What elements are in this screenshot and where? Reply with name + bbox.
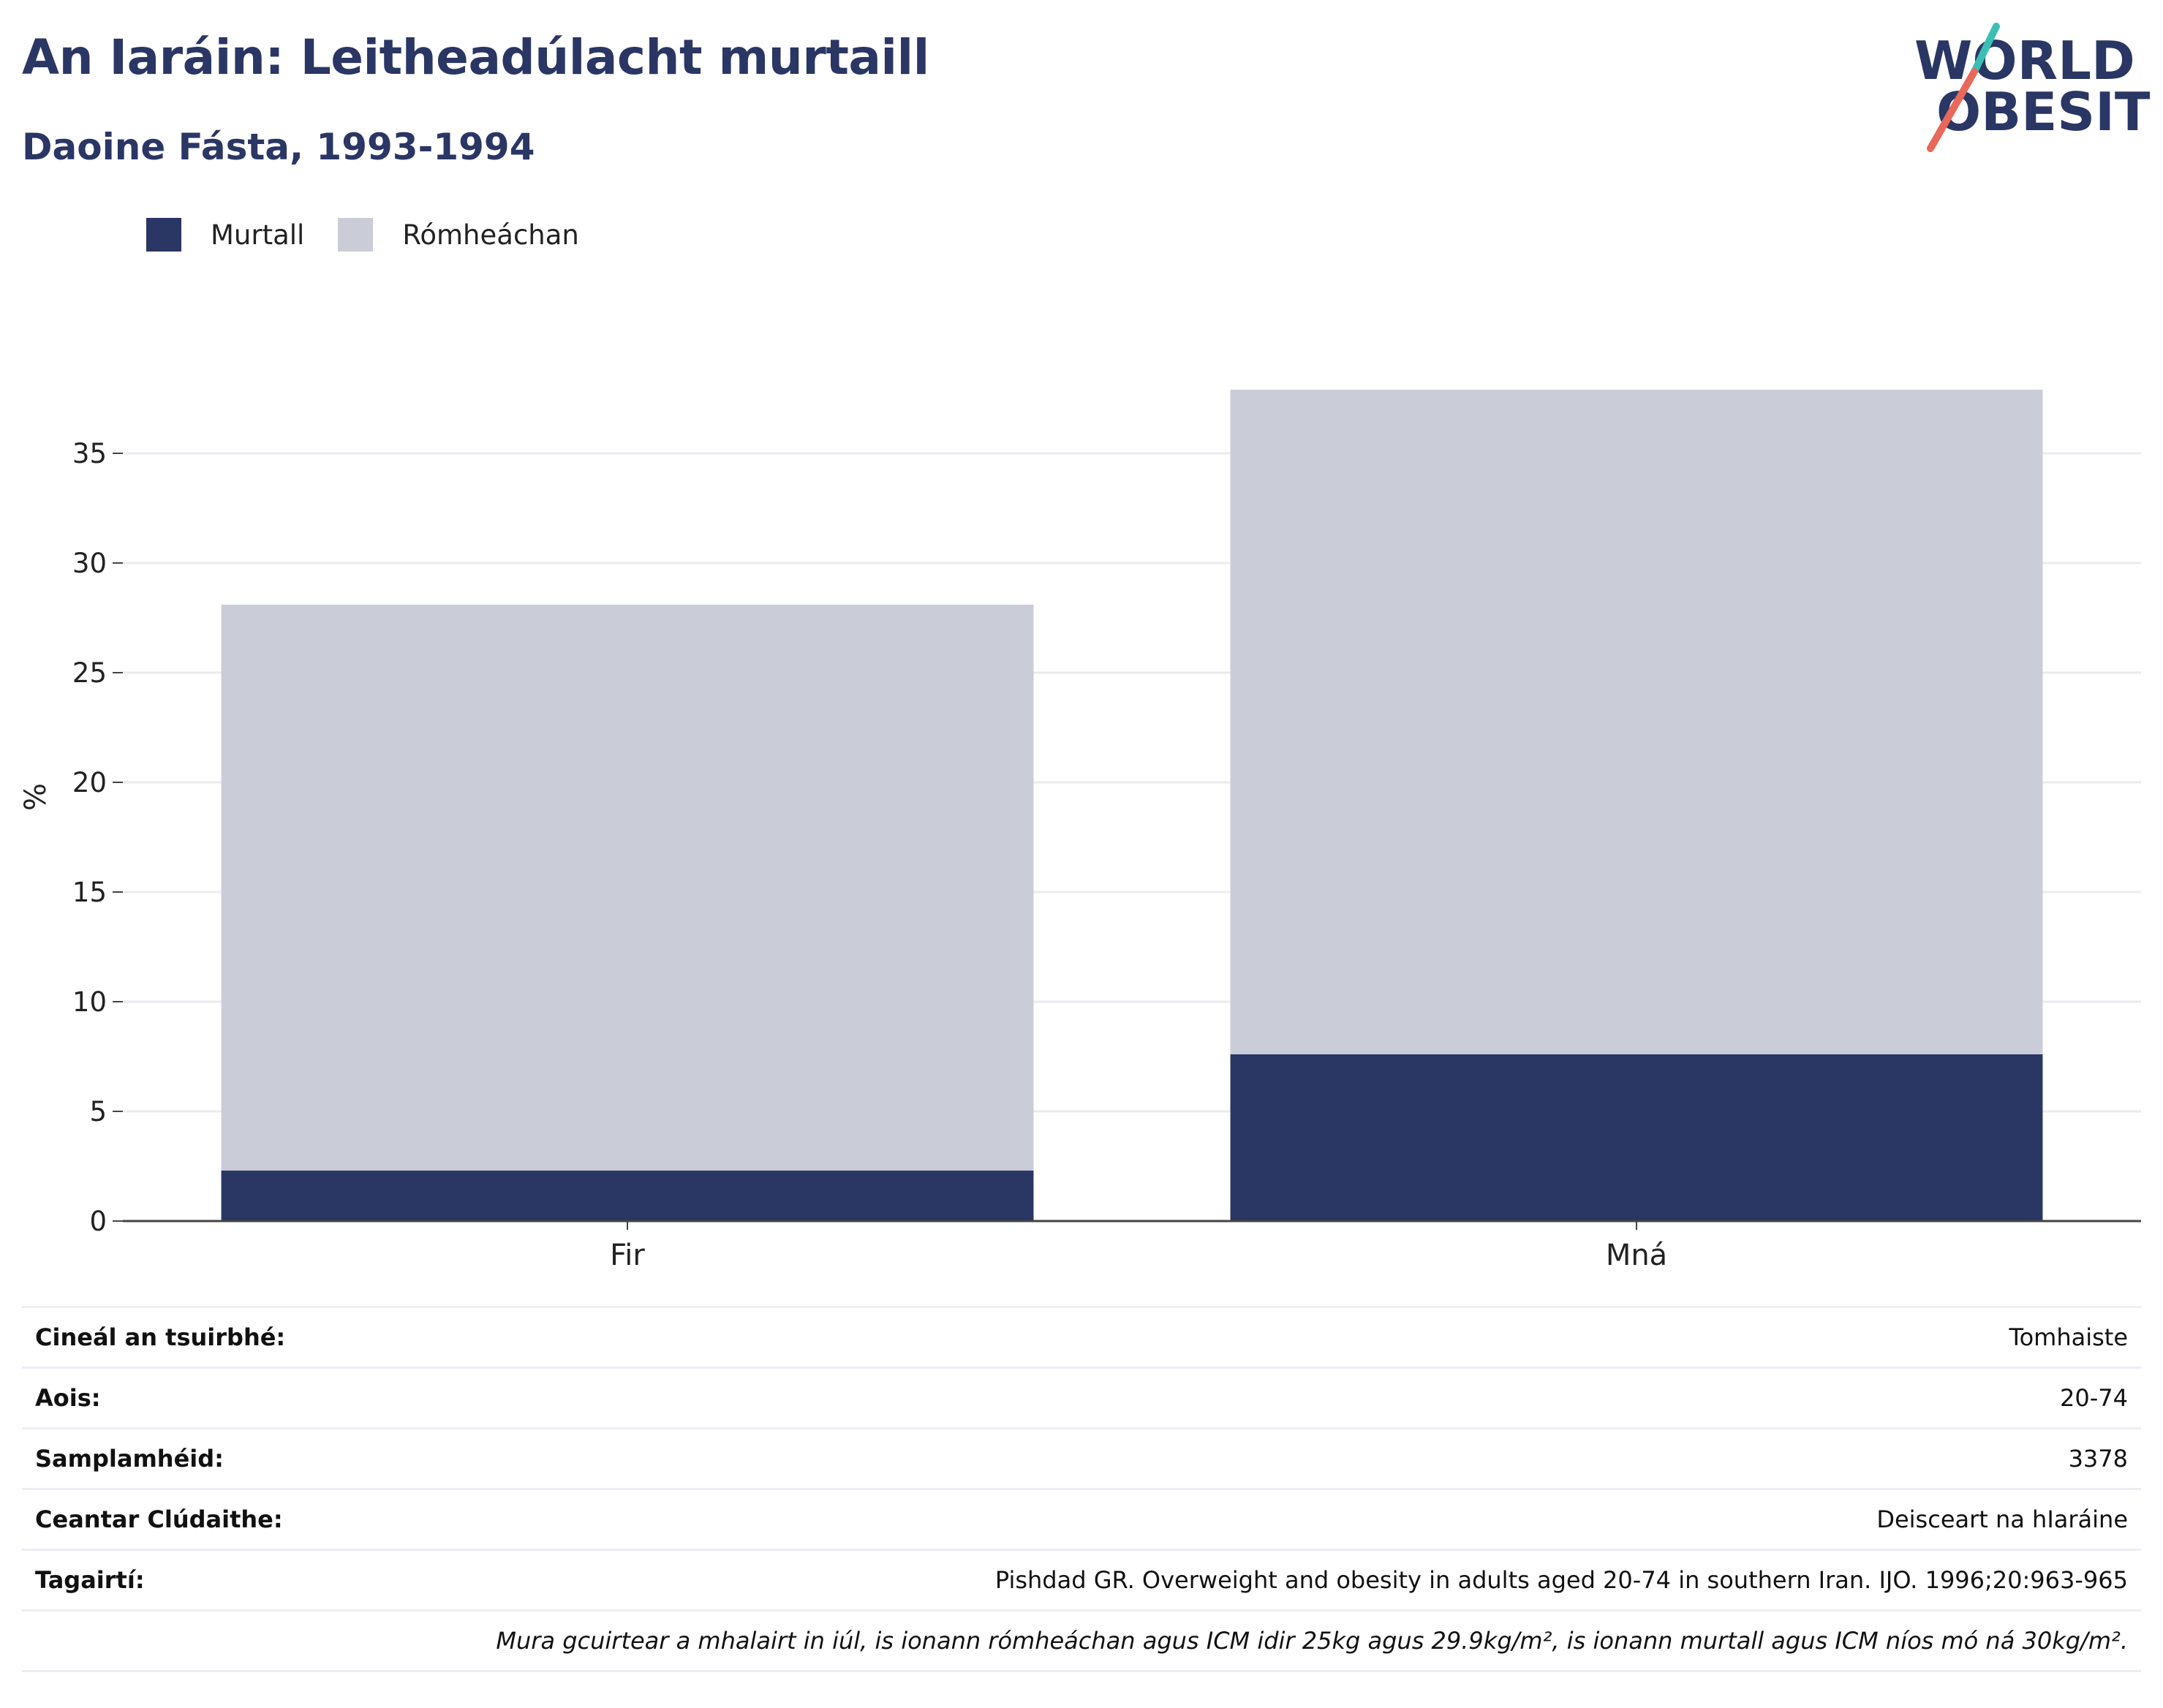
x-axis: Fir Mná — [123, 1220, 2141, 1272]
legend-swatch-romheachan — [338, 218, 374, 252]
logo-line-2: OBESITY — [1936, 81, 2150, 143]
bars — [221, 390, 2043, 1221]
chart-legend: Murtall Rómheáchan — [146, 218, 613, 252]
stacked-bar-chart: 0 5 10 15 20 25 30 35 Fir Mná % — [19, 390, 2141, 1272]
info-label: Ceantar Clúdaithe: — [22, 1488, 431, 1550]
y-tick-label: 0 — [89, 1206, 107, 1237]
definition-note: Mura gcuirtear a mhalairt in iúl, is ion… — [22, 1609, 2141, 1672]
x-tick-label: Mná — [1606, 1239, 1667, 1272]
legend-label-romheachan: Rómheáchan — [402, 219, 579, 251]
y-tick-label: 5 — [89, 1096, 107, 1127]
info-label: Samplamhéid: — [22, 1427, 431, 1489]
chart-title: An Iaráin: Leitheadúlacht murtaill — [22, 29, 929, 86]
bar-romheachan-0[interactable] — [221, 605, 1034, 1171]
info-value: Deisceart na hIaráine — [430, 1488, 2141, 1550]
info-row: Ceantar Clúdaithe: Deisceart na hIaráine — [22, 1488, 2141, 1550]
y-tick-label: 15 — [72, 877, 107, 908]
info-row: Tagairtí: Pishdad GR. Overweight and obes… — [22, 1549, 2141, 1611]
info-value: 20-74 — [430, 1367, 2141, 1429]
info-label: Tagairtí: — [22, 1549, 431, 1611]
world-obesity-logo: WORLD OBESITY — [1914, 23, 2150, 152]
info-note-row: Mura gcuirtear a mhalairt in iúl, is ion… — [22, 1609, 2141, 1672]
y-tick-label: 20 — [72, 767, 107, 798]
bar-murtall-0[interactable] — [221, 1171, 1034, 1221]
info-row: Aois: 20-74 — [22, 1367, 2141, 1429]
x-tick-label: Fir — [610, 1239, 645, 1272]
info-row: Cineál an tsuirbhé: Tomhaiste — [22, 1306, 2141, 1368]
survey-info-table: Cineál an tsuirbhé: Tomhaiste Aois: 20-74 Sa… — [22, 1306, 2141, 1672]
bar-romheachan-1[interactable] — [1230, 390, 2043, 1054]
logo-slash-red — [1927, 68, 1978, 152]
legend-label-murtall: Murtall — [211, 219, 305, 251]
logo-line-1: WORLD — [1914, 30, 2135, 91]
info-label: Cineál an tsuirbhé: — [22, 1306, 431, 1368]
logo-slash-teal — [1971, 23, 2000, 75]
y-axis: 0 5 10 15 20 25 30 35 — [72, 438, 123, 1237]
y-tick-label: 30 — [72, 548, 107, 579]
info-row: Samplamhéid: 3378 — [22, 1427, 2141, 1489]
info-value: Tomhaiste — [430, 1306, 2141, 1368]
bar-murtall-1[interactable] — [1230, 1054, 2043, 1221]
y-tick-label: 35 — [72, 438, 107, 469]
legend-item-murtall[interactable]: Murtall — [146, 218, 304, 252]
info-value: Pishdad GR. Overweight and obesity in ad… — [430, 1549, 2141, 1611]
legend-swatch-murtall — [146, 218, 181, 252]
info-value: 3378 — [430, 1427, 2141, 1489]
chart-subtitle: Daoine Fásta, 1993-1994 — [22, 126, 535, 168]
info-label: Aois: — [22, 1367, 431, 1429]
legend-item-romheachan[interactable]: Rómheáchan — [338, 218, 579, 252]
y-axis-label: % — [19, 783, 53, 811]
y-tick-label: 25 — [72, 657, 107, 689]
y-tick-label: 10 — [72, 986, 107, 1018]
